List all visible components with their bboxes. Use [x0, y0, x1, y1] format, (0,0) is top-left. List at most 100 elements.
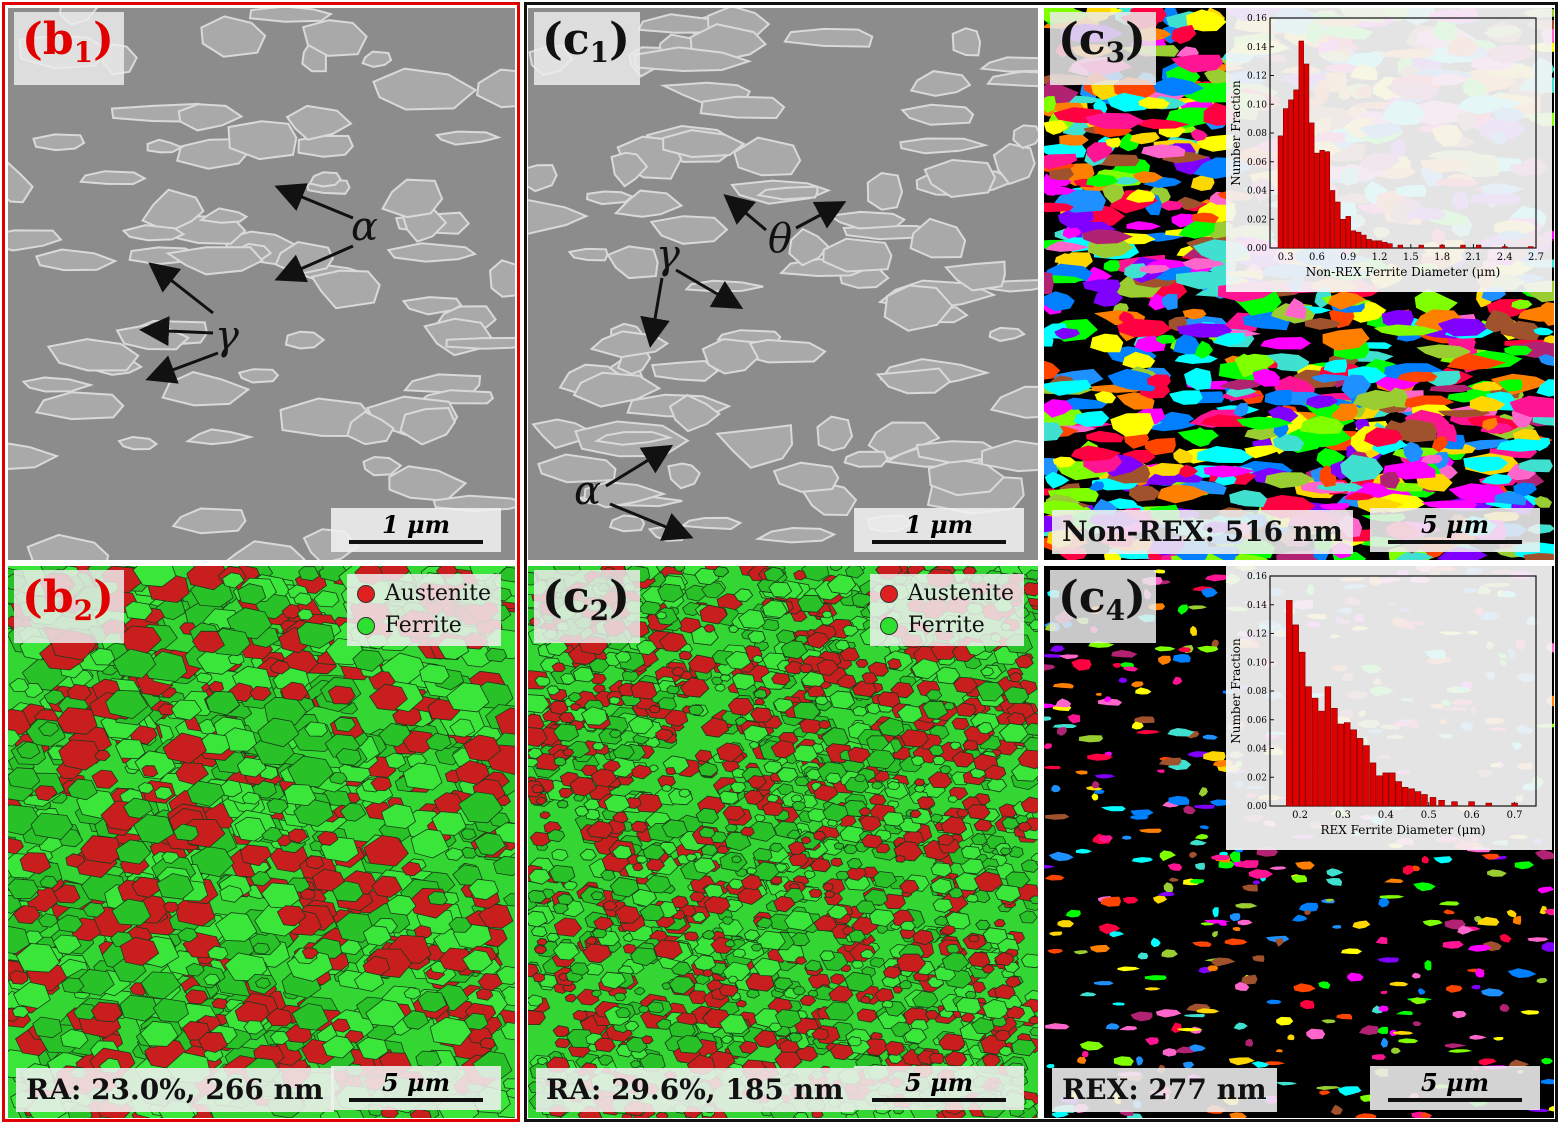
phase-legend-b2: Austenite Ferrite	[346, 574, 501, 646]
histogram-bar	[1468, 801, 1475, 807]
phase-map-c2	[528, 566, 1038, 1118]
x-tick-label: 0.9	[1340, 252, 1356, 263]
panel-label-c4: (c4)	[1050, 570, 1156, 643]
x-axis-label: REX Ferrite Diameter (μm)	[1320, 823, 1485, 837]
scale-bar-c1: 1 μm	[854, 508, 1024, 552]
histogram-bar	[1363, 745, 1370, 807]
histogram-bar	[1331, 708, 1338, 807]
panel-label-b2: (b2)	[14, 570, 124, 643]
x-tick-label: 0.6	[1464, 810, 1480, 821]
histogram-bar	[1366, 239, 1372, 249]
histogram-bar	[1408, 788, 1415, 807]
legend-ferrite: Ferrite	[356, 610, 491, 642]
histogram-bar	[1401, 787, 1409, 807]
caption-c3: Non-REX: 516 nm	[1052, 510, 1353, 554]
x-tick-label: 0.2	[1292, 810, 1308, 821]
histogram-bar	[1318, 710, 1325, 807]
histogram-bar	[1429, 797, 1437, 807]
scale-bar-c4: 5 μm	[1370, 1066, 1540, 1110]
y-tick-label: 0.04	[1247, 187, 1267, 197]
histogram-bar	[1324, 686, 1332, 807]
caption-b2: RA: 23.0%, 266 nm	[16, 1068, 334, 1112]
frame-c-border	[524, 2, 1558, 1122]
caption-c2: RA: 29.6%, 185 nm	[536, 1068, 854, 1112]
frame-b-border	[2, 2, 520, 1122]
histogram-bar	[1277, 135, 1284, 249]
caption-c4: REX: 277 nm	[1052, 1068, 1277, 1112]
histogram-bar	[1340, 219, 1346, 249]
histogram-bar	[1397, 244, 1403, 249]
histogram-bar	[1299, 651, 1306, 807]
y-axis-label: Number Fraction	[1229, 80, 1243, 186]
panel-c2: (c2) Austenite Ferrite RA: 29.6%, 185 nm…	[528, 566, 1038, 1118]
panel-b2: (b2) Austenite Ferrite RA: 23.0%, 266 nm…	[8, 566, 515, 1118]
y-tick-label: 0.04	[1247, 745, 1267, 755]
y-tick-label: 0.08	[1247, 687, 1267, 697]
y-tick-label: 0.10	[1247, 100, 1267, 110]
y-tick-label: 0.00	[1247, 244, 1267, 254]
histogram-bar	[1350, 230, 1357, 249]
x-tick-label: 1.5	[1403, 252, 1419, 263]
histogram-bar	[1460, 244, 1466, 249]
y-tick-label: 0.12	[1247, 72, 1267, 82]
x-tick-label: 0.3	[1335, 810, 1351, 821]
y-tick-label: 0.02	[1247, 773, 1267, 783]
panel-b1: (b1) α γ 1 μm	[8, 8, 515, 560]
y-tick-label: 0.10	[1247, 658, 1267, 668]
histogram-bar	[1329, 190, 1336, 249]
histogram-bar	[1414, 791, 1422, 807]
histogram-bar	[1324, 151, 1330, 249]
histogram-inset-c4: 0.00 0.02 0.04 0.06 0.08 0.10 0.12 0.14 0.16 0.2 0…	[1226, 566, 1552, 850]
x-tick-label: 2.1	[1465, 252, 1481, 263]
sem-micrograph-b1	[8, 8, 515, 560]
x-tick-label: 0.4	[1378, 810, 1394, 821]
scale-bar-b1: 1 μm	[331, 508, 501, 552]
histogram-bar	[1344, 722, 1351, 807]
y-tick-label: 0.06	[1247, 716, 1267, 726]
histogram-bar	[1319, 150, 1325, 249]
histogram-bar	[1288, 99, 1294, 249]
gamma-label-c1: γ	[656, 232, 680, 278]
histogram-bar	[1337, 723, 1345, 807]
histogram-bar	[1528, 246, 1534, 249]
histogram-bar	[1485, 802, 1492, 807]
annotation-arrows-b1	[139, 183, 354, 384]
panel-c4: (c4) 0.00 0.02 0.04 0.06 0.08 0.10 0.12 0.14 0.1…	[1044, 566, 1554, 1118]
histogram-bar	[1286, 600, 1293, 807]
panel-label-c3: (c3)	[1050, 12, 1156, 85]
phase-map-b2	[8, 566, 515, 1118]
histogram-bar	[1311, 697, 1319, 807]
y-axis-label: Number Fraction	[1229, 638, 1243, 744]
y-tick-label: 0.00	[1247, 802, 1267, 812]
x-tick-label: 1.8	[1434, 252, 1450, 263]
scale-bar-c3: 5 μm	[1370, 508, 1540, 552]
histogram-bar	[1502, 246, 1508, 249]
x-tick-label: 2.4	[1497, 252, 1513, 263]
sem-micrograph-c1	[528, 8, 1038, 560]
histogram-bar	[1511, 802, 1518, 807]
scale-bar-c2: 5 μm	[854, 1066, 1024, 1110]
y-tick-label: 0.08	[1247, 129, 1267, 139]
histogram-bar	[1345, 216, 1351, 249]
y-tick-label: 0.06	[1247, 158, 1267, 168]
histogram-bar	[1350, 729, 1357, 807]
legend-ferrite: Ferrite	[879, 610, 1014, 642]
y-tick-label: 0.14	[1247, 601, 1267, 611]
annotation-arrows-c1	[605, 194, 847, 541]
panel-label-b1: (b1)	[14, 12, 124, 85]
gamma-label-b1: γ	[215, 313, 239, 359]
scale-bar-b2: 5 μm	[331, 1066, 501, 1110]
legend-austenite: Austenite	[879, 578, 1014, 610]
panel-c1: (c1) θ γ α 1 μm	[528, 8, 1038, 560]
panel-label-c1: (c1)	[534, 12, 640, 85]
ferrite-swatch	[879, 617, 898, 635]
x-tick-label: 0.3	[1278, 252, 1294, 263]
histogram-bar	[1371, 240, 1377, 249]
alpha-label-c1: α	[574, 468, 602, 514]
y-tick-label: 0.16	[1247, 572, 1267, 582]
x-axis-label: Non-REX Ferrite Diameter (μm)	[1306, 265, 1501, 279]
legend-austenite: Austenite	[356, 578, 491, 610]
histogram-bar	[1395, 781, 1402, 807]
histogram-rex: 0.00 0.02 0.04 0.06 0.08 0.10 0.12 0.14 0.16 0.2 0…	[1229, 572, 1537, 837]
histogram-bar	[1382, 772, 1389, 807]
